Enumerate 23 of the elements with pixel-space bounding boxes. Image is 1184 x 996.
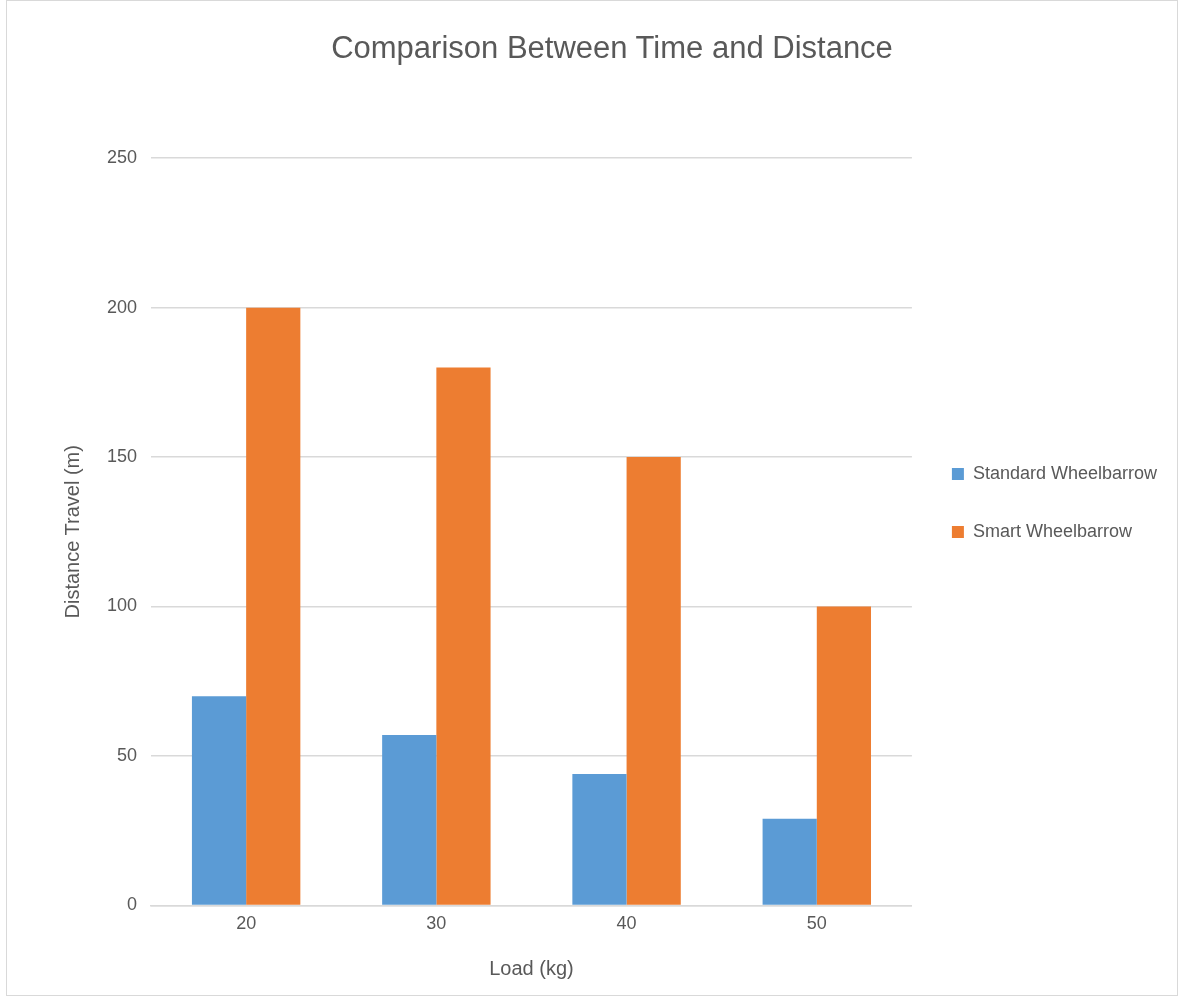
y-tick-label: 200 (106, 296, 138, 317)
legend-label: Smart Wheelbarrow (972, 520, 1133, 541)
bar (436, 367, 491, 905)
x-tick-label: 20 (236, 913, 257, 934)
y-tick-label: 50 (117, 744, 138, 765)
chart-title: Comparison Between Time and Distance (331, 30, 893, 66)
x-tick-label: 50 (806, 913, 827, 934)
x-axis-title: Load (kg) (489, 956, 574, 979)
y-tick-label: 250 (106, 147, 138, 168)
y-tick-label: 150 (106, 446, 138, 467)
y-axis-title: Distance Travel (m) (60, 445, 83, 619)
x-tick-label: 30 (426, 913, 447, 934)
y-tick-label: 100 (106, 595, 138, 616)
bar (572, 773, 627, 905)
legend-label: Standard Wheelbarrow (972, 462, 1158, 483)
bar (191, 696, 247, 905)
y-tick-label: 0 (127, 894, 138, 915)
bar (626, 457, 681, 905)
bar (816, 606, 872, 905)
bar (246, 307, 301, 905)
x-tick-label: 40 (616, 913, 637, 934)
bar (382, 735, 437, 905)
bar (762, 818, 817, 905)
